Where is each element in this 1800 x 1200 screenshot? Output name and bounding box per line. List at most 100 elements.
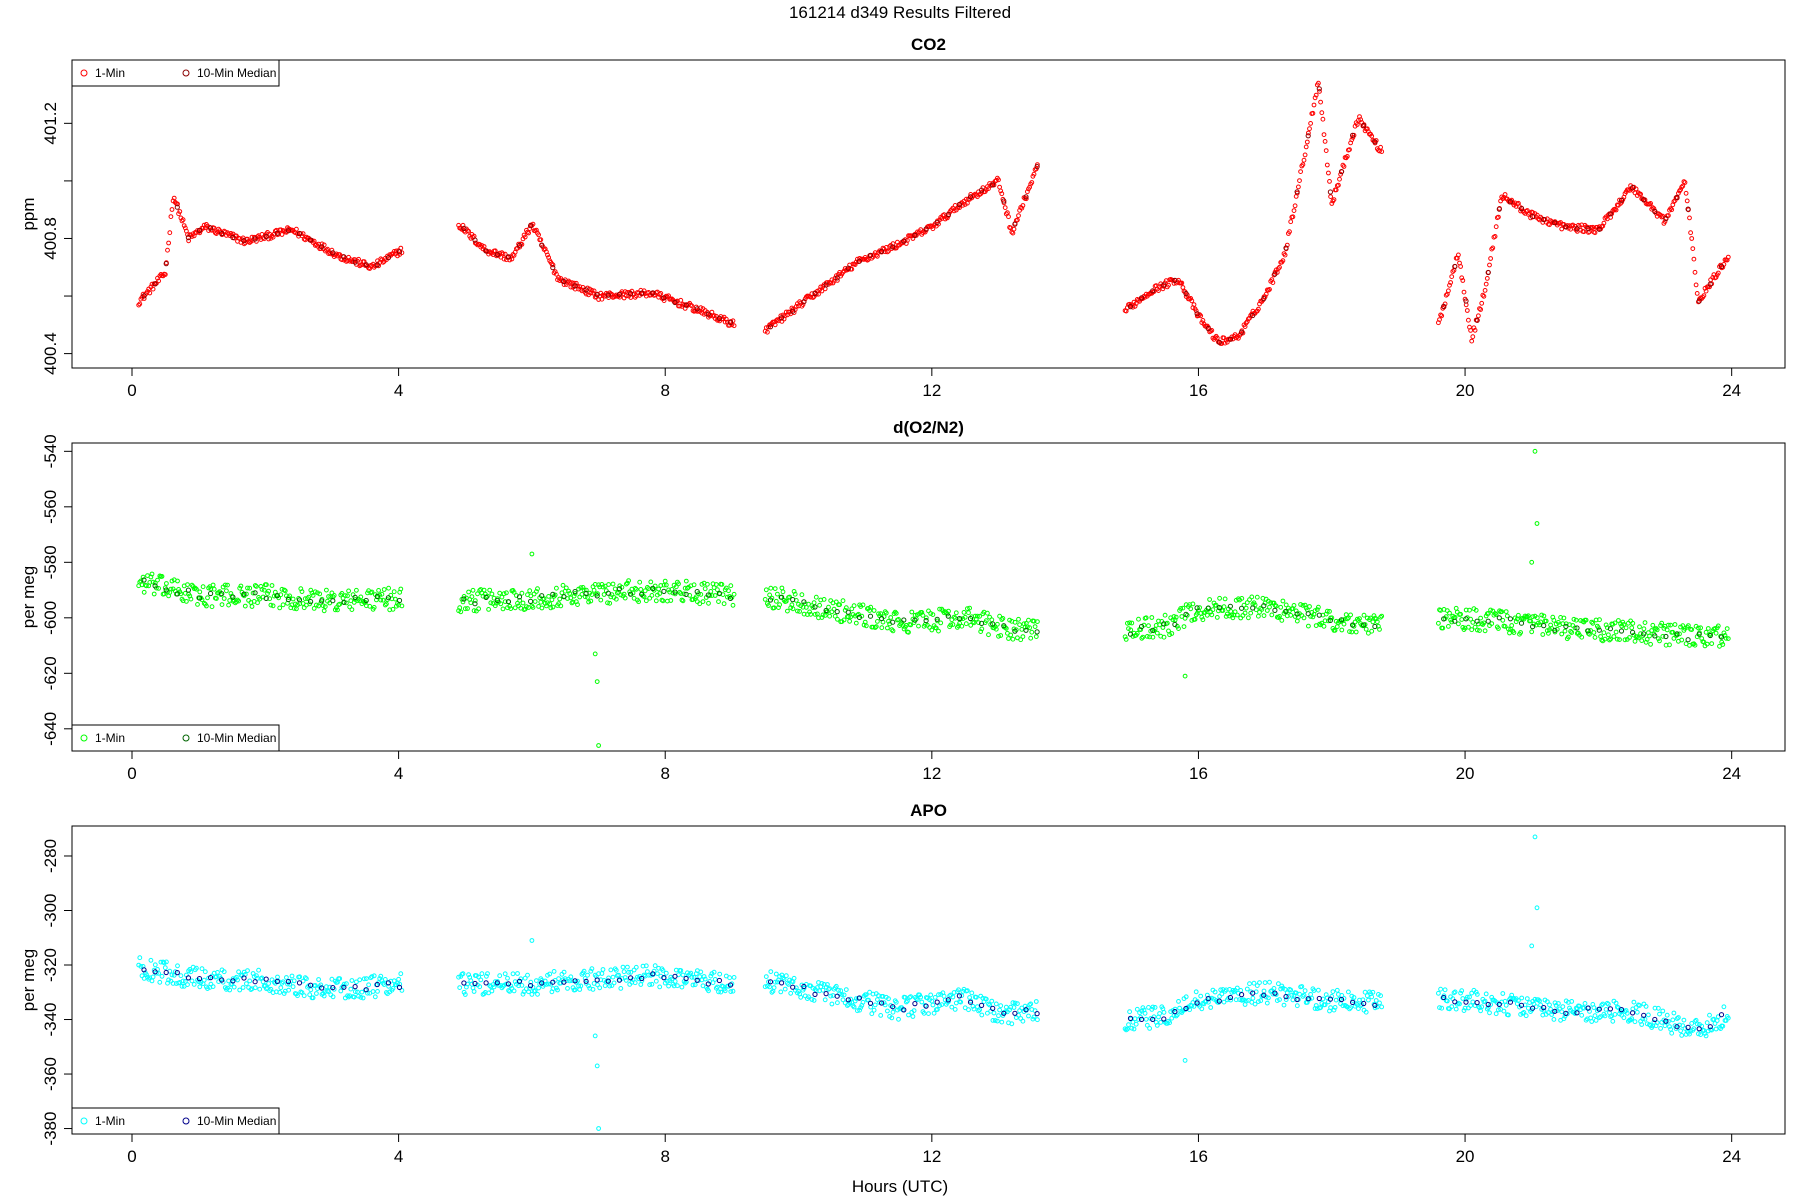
minute-point (1270, 280, 1276, 286)
minute-point (1523, 1013, 1529, 1019)
minute-point (1672, 622, 1678, 627)
minute-point (308, 987, 314, 993)
median-point (396, 249, 403, 255)
minute-point (1323, 148, 1329, 154)
minute-point (1146, 1005, 1151, 1010)
minute-point (317, 591, 323, 597)
median-point (716, 590, 723, 596)
minute-point (1694, 1021, 1700, 1027)
minute-point (1176, 999, 1181, 1004)
median-point (1574, 625, 1580, 631)
minute-point (310, 995, 316, 1001)
minute-point (1667, 1024, 1672, 1029)
minute-point (715, 587, 720, 593)
minute-point (1641, 1001, 1647, 1007)
minute-point (1016, 616, 1021, 622)
minute-point (466, 589, 472, 595)
minute-point (1127, 1009, 1132, 1015)
median-point (308, 237, 314, 243)
minute-point (1461, 289, 1467, 295)
minute-point (928, 992, 934, 998)
median-point (1034, 629, 1040, 635)
minute-point (923, 615, 929, 621)
minute-point (1657, 1011, 1662, 1017)
plot-frame (71, 825, 1786, 1135)
minute-point (538, 237, 544, 243)
minute-point (908, 622, 914, 628)
minute-point (1438, 986, 1443, 992)
minute-point (926, 1011, 931, 1016)
minute-point (159, 973, 165, 979)
minute-point (1003, 1004, 1009, 1010)
minute-point (967, 605, 972, 611)
minute-point (460, 599, 466, 605)
minute-point (583, 587, 589, 593)
minute-point (932, 995, 938, 1000)
median-point (1139, 1016, 1145, 1023)
median-point (208, 590, 214, 597)
minute-point (1702, 1031, 1708, 1036)
minute-point (1687, 215, 1692, 221)
minute-point (268, 986, 274, 992)
minute-point (1262, 980, 1268, 985)
minute-point (544, 982, 549, 987)
x-tick-label: 20 (1456, 764, 1475, 783)
minute-point (1493, 612, 1499, 617)
minute-point (763, 587, 769, 593)
median-point (1172, 277, 1178, 283)
minute-point (607, 983, 613, 989)
minute-point (1379, 1004, 1385, 1010)
minute-point (1632, 1019, 1638, 1025)
minute-point (628, 969, 634, 975)
median-point (867, 1000, 874, 1006)
minute-point (1439, 313, 1445, 319)
minute-point (1346, 615, 1351, 621)
minute-point (1456, 621, 1461, 627)
minute-point (979, 1012, 985, 1018)
minute-point (1502, 624, 1508, 629)
minute-point (1122, 1026, 1128, 1032)
minute-point (1678, 187, 1683, 193)
minute-point (1174, 1012, 1180, 1018)
minute-point (1134, 1006, 1140, 1012)
legend-minute-label: 1-Min (95, 66, 125, 80)
minute-point (1348, 1005, 1353, 1011)
median-point (1294, 189, 1300, 195)
minute-point (147, 290, 153, 296)
minute-point (951, 208, 957, 214)
minute-point (137, 301, 143, 307)
minute-point (318, 982, 324, 988)
minute-point (1602, 636, 1608, 642)
minute-point (399, 988, 405, 993)
minute-point (1311, 988, 1317, 993)
minute-point (963, 621, 969, 627)
x-tick-label: 12 (922, 1147, 941, 1166)
minute-point (1516, 998, 1521, 1003)
minute-point (349, 978, 355, 983)
minute-point (636, 976, 641, 982)
minute-point (1234, 612, 1240, 618)
median-point (174, 204, 180, 210)
minute-point (290, 984, 296, 990)
minute-point (1519, 995, 1525, 1001)
minute-point (269, 977, 275, 983)
median-point (923, 618, 929, 624)
minute-point (1459, 275, 1465, 281)
x-tick-label: 4 (394, 381, 403, 400)
median-point (1485, 618, 1491, 624)
median-point (1194, 1000, 1200, 1006)
minute-point (950, 622, 956, 627)
minute-point (1147, 1026, 1152, 1031)
minute-point (164, 581, 169, 586)
minute-point (1033, 999, 1039, 1004)
median-point (1239, 605, 1245, 611)
median-point (1372, 139, 1378, 145)
minute-point (345, 593, 350, 599)
minute-point (304, 976, 309, 982)
median-point (330, 250, 336, 256)
minute-point (1496, 1007, 1501, 1013)
minute-point (812, 612, 818, 617)
minute-point (1466, 317, 1471, 323)
minute-point (1180, 605, 1186, 611)
minute-point (472, 598, 478, 603)
